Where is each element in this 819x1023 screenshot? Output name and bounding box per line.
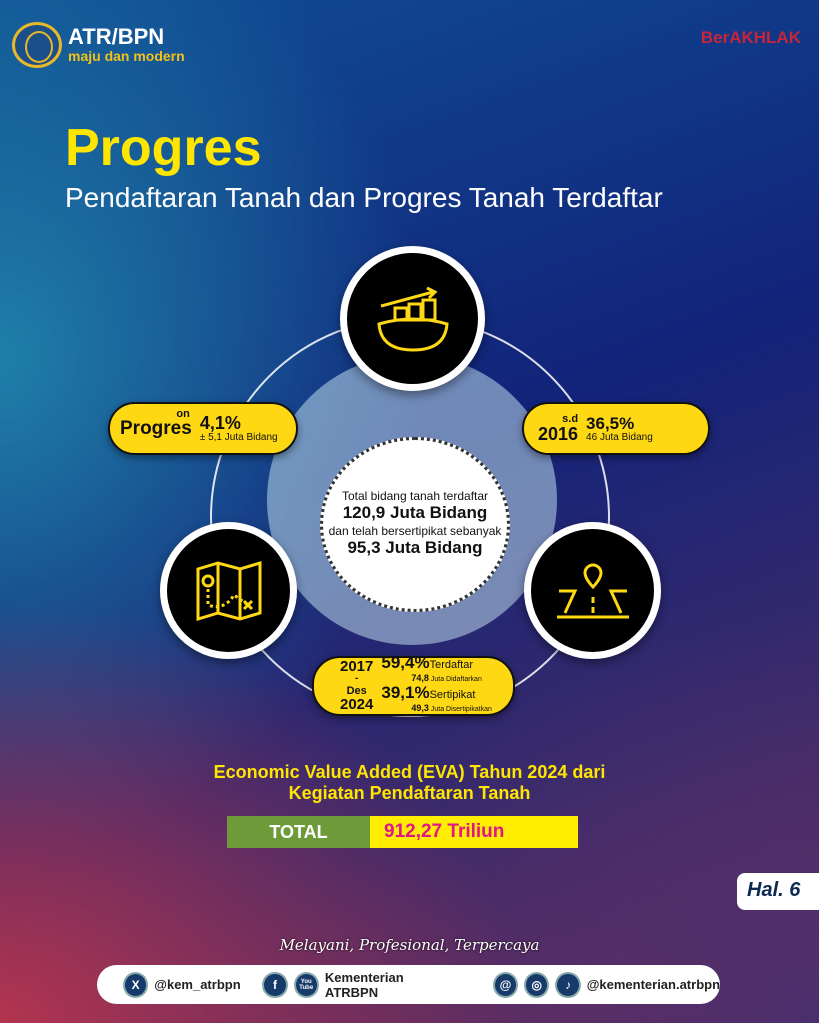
facebook-icon[interactable]: f	[262, 971, 288, 998]
logo-title: ATR/BPN	[68, 24, 165, 49]
total-value: 912,27 Triliun	[370, 816, 578, 848]
summary-text: dan telah bersertipikat sebanyak	[328, 523, 502, 538]
certified-unit: Juta Disertipikatkan	[430, 706, 492, 713]
tiktok-icon[interactable]: ♪	[555, 971, 581, 998]
land-growth-icon	[340, 246, 485, 391]
total-summary-circle: Total bidang tanah terdaftar 120,9 Juta …	[320, 437, 510, 612]
berakhlak-logo: BerAKHLAK	[700, 28, 801, 47]
progres-label: Progres on	[120, 407, 192, 439]
total-label: TOTAL	[227, 816, 370, 848]
summary-text: Total bidang tanah terdaftar	[341, 488, 489, 503]
x-handle[interactable]: @kem_atrbpn	[154, 977, 241, 992]
registered-unit: Juta Didaftarkan	[430, 676, 482, 683]
tagline: Melayani, Profesional, Terpercaya	[279, 936, 540, 954]
on-progress-pill: Progres on 4,1% ± 5,1 Juta Bidang	[108, 402, 298, 455]
percent-2016: 36,5%	[586, 413, 635, 433]
until-2016-pill: s.d 2016 36,5% 46 Juta Bidang	[522, 402, 710, 455]
registered-percent: 59,4%	[381, 653, 430, 672]
certified-value: 49,3	[411, 703, 429, 713]
certified-percent: 39,1%	[381, 683, 430, 702]
certified-label: Sertipikat	[429, 689, 476, 701]
facebook-youtube-name[interactable]: Kementerian ATRBPN	[324, 969, 404, 1000]
social-footer: X @kem_atrbpn f You Tube Kementerian ATR…	[97, 965, 720, 1004]
eva-total-bar: TOTAL 912,27 Triliun	[227, 816, 578, 848]
sd-label: s.d	[562, 413, 579, 425]
emblem-icon	[12, 22, 62, 68]
page-subtitle: Pendaftaran Tanah dan Progres Tanah Terd…	[65, 182, 663, 213]
page-number-badge: Hal. 6	[737, 873, 819, 910]
year-end: 2024	[340, 695, 374, 713]
x-icon[interactable]: X	[123, 971, 149, 998]
eva-heading: Economic Value Added (EVA) Tahun 2024 da…	[213, 762, 606, 803]
threads-icon[interactable]: @	[492, 971, 519, 998]
2017-2024-pill: 2017 - Des 2024 59,4%Terdaftar 74,8 Juta…	[312, 653, 515, 716]
year-2016: 2016	[538, 424, 579, 444]
road-location-icon	[524, 522, 661, 659]
progress-percent: 4,1%	[199, 413, 241, 433]
month: Des	[346, 684, 367, 697]
map-route-icon	[160, 522, 297, 659]
certified-total: 95,3 Juta Bidang	[347, 537, 483, 557]
registered-total: 120,9 Juta Bidang	[342, 502, 488, 522]
youtube-icon[interactable]: You Tube	[293, 971, 319, 998]
year-start: 2017	[340, 657, 374, 675]
detail-2016: 46 Juta Bidang	[586, 431, 653, 443]
page-title: Progres	[65, 119, 262, 177]
progress-detail: ± 5,1 Juta Bidang	[199, 432, 278, 443]
logo-tagline: maju dan modern	[68, 48, 185, 64]
instagram-icon[interactable]: ◎	[524, 971, 550, 998]
registered-value: 74,8	[411, 673, 429, 683]
registered-label: Terdaftar	[429, 659, 473, 671]
instagram-handle[interactable]: @kementerian.atrbpn	[586, 977, 721, 992]
on-label: on	[176, 407, 190, 420]
dash: -	[355, 672, 359, 684]
atr-bpn-logo: ATR/BPN maju dan modern	[12, 22, 185, 68]
